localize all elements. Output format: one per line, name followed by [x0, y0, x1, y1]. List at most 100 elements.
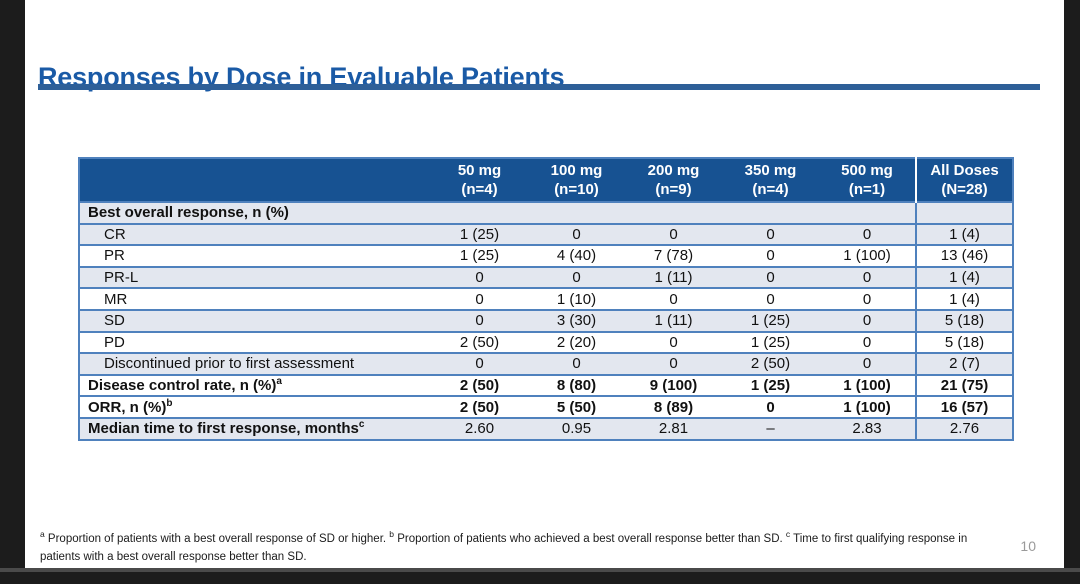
dose-label: 100 mg [550, 161, 603, 179]
row-label: PR [79, 244, 431, 267]
column-header: 50 mg (n=4) [431, 158, 528, 202]
row-label-text: Median time to first response, months [88, 420, 359, 438]
cell-value: 2.76 [915, 416, 1013, 440]
cell-value: 0 [722, 265, 819, 289]
column-header: All Doses (N=28) [915, 158, 1013, 202]
footnotes: a Proportion of patients with a best ove… [40, 529, 990, 567]
row-label: PD [79, 330, 431, 354]
n-label: (n=1) [848, 181, 886, 198]
n-label: (n=4) [461, 181, 498, 198]
cell-value: 1 (25) [722, 330, 819, 354]
cell-value: 0 [819, 222, 916, 246]
table-body: Best overall response, n (%) CR 1 (25) 0 0 0 0… [79, 201, 1013, 440]
cell-value: 0 [625, 352, 722, 375]
dose-label: All Doses [930, 161, 999, 179]
footnote-text: Proportion of patients with a best overa… [44, 533, 390, 545]
table-row: Median time to first response, monthsc 2.… [79, 416, 1013, 440]
table-row: MR 0 1 (10) 0 0 0 1 (4) [79, 287, 1013, 310]
cell-value: 0 [625, 222, 722, 246]
cell-value: 2 (50) [431, 395, 528, 418]
n-label: (N=28) [941, 181, 988, 198]
cell-value: 1 (4) [915, 222, 1013, 246]
cell-value: 4 (40) [528, 244, 625, 267]
footnote-text: Proportion of patients who achieved a be… [394, 533, 786, 545]
table-row: PR-L 0 0 1 (11) 0 0 1 (4) [79, 265, 1013, 289]
cell-value: 0 [625, 287, 722, 310]
footnote-text: Time to first qualifying response in pat… [40, 533, 968, 563]
cell-value: – [722, 416, 819, 440]
n-label: (n=10) [554, 181, 599, 198]
cell-value: 2.83 [819, 416, 916, 440]
row-label-text: PR-L [104, 269, 139, 287]
cell-value: 0 [722, 395, 819, 418]
cell-value [915, 201, 1013, 224]
table-row: ORR, n (%)b 2 (50) 5 (50) 8 (89) 0 1 (100) 16 … [79, 395, 1013, 418]
column-header: 200 mg (n=9) [625, 158, 722, 202]
footnote-marker: c [358, 419, 365, 431]
cell-value: 13 (46) [915, 244, 1013, 267]
row-label: PR-L [79, 265, 431, 289]
cell-value: 2 (20) [528, 330, 625, 354]
cell-value: 1 (11) [625, 308, 722, 332]
row-label-column-header [79, 158, 431, 202]
cell-value: 1 (25) [722, 373, 819, 397]
table-row: Best overall response, n (%) [79, 201, 1013, 224]
row-label-text: Best overall response, n (%) [88, 204, 289, 222]
row-label-text: PD [104, 333, 125, 351]
n-label: (n=9) [655, 181, 692, 198]
footnote-marker: b [166, 397, 173, 409]
cell-value: 1 (4) [915, 287, 1013, 310]
row-label: Discontinued prior to first assessment [79, 352, 431, 375]
dose-label: 500 mg [841, 161, 893, 179]
dose-label: 200 mg [647, 161, 700, 179]
footnote-marker: b [389, 529, 395, 540]
footnote-marker: a [40, 529, 45, 540]
cell-value: 0 [431, 265, 528, 289]
row-label-text: SD [104, 312, 125, 330]
cell-value [431, 201, 528, 224]
cell-value: 0.95 [528, 416, 625, 440]
cell-value: 0 [528, 352, 625, 375]
row-label-text: CR [104, 225, 126, 243]
row-label-text: MR [104, 290, 128, 308]
dose-response-table: 50 mg (n=4) 100 mg (n=10) 200 mg (n=9) [78, 157, 1014, 441]
cell-value: 21 (75) [915, 373, 1013, 397]
cell-value: 0 [431, 352, 528, 375]
table-container: 50 mg (n=4) 100 mg (n=10) 200 mg (n=9) [78, 157, 1014, 441]
n-label: (n=4) [752, 181, 789, 198]
cell-value: 2 (7) [915, 352, 1013, 375]
cell-value: 1 (100) [819, 244, 916, 267]
row-label-text: Discontinued prior to first assessment [104, 355, 355, 373]
cell-value [819, 201, 916, 224]
cell-value: 1 (100) [819, 395, 916, 418]
cell-value: 0 [431, 308, 528, 332]
dose-label: 350 mg [744, 161, 797, 179]
table-row: PD 2 (50) 2 (20) 0 1 (25) 0 5 (18) [79, 330, 1013, 354]
cell-value: 1 (100) [819, 373, 916, 397]
title-underline-rule [38, 84, 1040, 90]
letterbox-bottom-edge [0, 568, 1080, 572]
cell-value: 1 (4) [915, 265, 1013, 289]
cell-value: 0 [431, 287, 528, 310]
column-header: 100 mg (n=10) [528, 158, 625, 202]
cell-value: 2.60 [431, 416, 528, 440]
table-header-row: 50 mg (n=4) 100 mg (n=10) 200 mg (n=9) [79, 158, 1013, 202]
cell-value: 5 (50) [528, 395, 625, 418]
cell-value: 2 (50) [722, 352, 819, 375]
cell-value [625, 201, 722, 224]
row-label: Disease control rate, n (%)a [79, 373, 431, 397]
cell-value: 0 [819, 287, 916, 310]
row-label: Best overall response, n (%) [79, 201, 431, 224]
column-header: 350 mg (n=4) [722, 158, 819, 202]
cell-value [528, 201, 625, 224]
cell-value: 0 [722, 287, 819, 310]
row-label: CR [79, 222, 431, 246]
cell-value: 0 [625, 330, 722, 354]
table-row: SD 0 3 (30) 1 (11) 1 (25) 0 5 (18) [79, 308, 1013, 332]
row-label: ORR, n (%)b [79, 395, 431, 418]
cell-value: 5 (18) [915, 330, 1013, 354]
column-header: 500 mg (n=1) [819, 158, 916, 202]
cell-value: 0 [819, 308, 916, 332]
cell-value: 2 (50) [431, 330, 528, 354]
